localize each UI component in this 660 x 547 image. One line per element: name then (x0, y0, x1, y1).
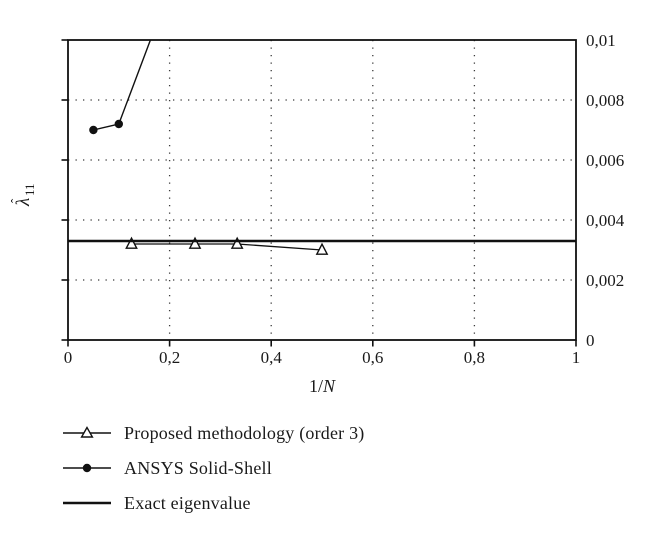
legend-item-exact-eigenvalue: Exact eigenvalue (61, 491, 364, 515)
data-point-open-triangle (315, 242, 329, 255)
x-tick-label: 0,4 (261, 348, 283, 367)
line-marker-icon (63, 501, 111, 505)
gridlines (68, 40, 576, 340)
y-tick-label: 0 (586, 331, 595, 350)
legend-item-ansys-solid-shell: ANSYS Solid-Shell (61, 456, 364, 480)
y-tick-label: 0,008 (586, 91, 624, 110)
x-tick-label: 0,8 (464, 348, 485, 367)
y-tick-label: 0,004 (586, 211, 625, 230)
y-tick-label: 0,002 (586, 271, 624, 290)
series-ansys-solid-shell (89, 40, 152, 135)
data-point-filled-circle (89, 125, 98, 135)
legend-label-ansys-solid-shell: ANSYS Solid-Shell (124, 457, 272, 478)
legend-item-proposed-methodology: Proposed methodology (order 3) (61, 421, 364, 445)
plot-frame (67, 39, 577, 341)
x-axis-label: 1/N (309, 376, 336, 396)
data-point-open-triangle (188, 236, 202, 249)
x-tick-label: 0 (64, 348, 73, 367)
y-tick-label: 0,006 (586, 151, 624, 170)
x-tick-label: 0,2 (159, 348, 180, 367)
chart-plot: 0 0,2 0,4 0,6 0,8 100,0020,0040,0060,0080,011… (8, 31, 625, 396)
y-tick-label: 0,01 (586, 31, 616, 50)
data-point-open-triangle (230, 236, 244, 249)
data-point-filled-circle (114, 119, 124, 129)
legend-label-exact-eigenvalue: Exact eigenvalue (124, 492, 251, 513)
tick-marks (61, 39, 577, 347)
svg-text:ˆ: ˆ (8, 198, 23, 203)
y-axis-label: λˆ 11 (8, 183, 37, 207)
x-tick-label: 1 (572, 348, 581, 367)
filled-circle-marker-icon (63, 463, 111, 473)
open-triangle-marker-icon (63, 426, 111, 438)
series-proposed-methodology (125, 236, 329, 255)
legend: Proposed methodology (order 3) ANSYS Sol… (61, 421, 364, 515)
x-tick-label: 0,6 (362, 348, 383, 367)
svg-text:11: 11 (22, 183, 37, 196)
legend-label-proposed-methodology: Proposed methodology (order 3) (124, 422, 365, 443)
data-point-open-triangle (125, 236, 138, 249)
svg-text:λ: λ (13, 198, 34, 207)
